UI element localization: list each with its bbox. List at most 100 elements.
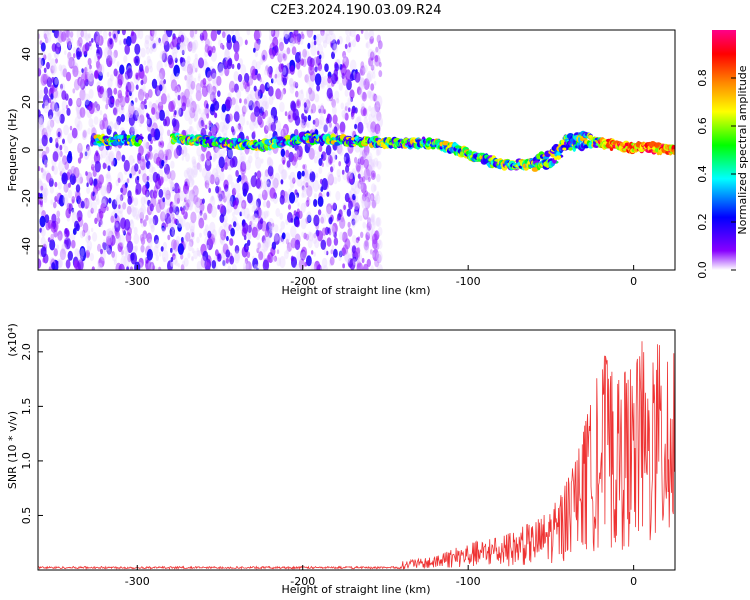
heatmap-noise-cell [185,221,190,231]
heatmap-noise-cell [295,263,301,270]
heatmap-noise-cell [165,189,171,200]
heatmap-noise-cell [167,54,173,65]
heatmap-noise-cell [40,185,44,191]
heatmap-noise-cell [98,221,102,227]
heatmap-noise-cell [292,177,296,184]
heatmap-noise-cell [344,112,349,121]
heatmap-noise-cell [187,195,192,204]
heatmap-noise-cell [224,66,230,77]
heatmap-noise-cell [149,217,156,229]
heatmap-noise-cell [363,154,367,161]
heatmap-noise-cell [73,260,78,268]
heatmap-noise-cell [84,151,88,157]
heatmap-noise-cell [51,102,59,115]
heatmap-noise-cell [75,105,79,112]
heatmap-noise-cell [369,90,375,102]
heatmap-noise-cell [341,231,348,243]
heatmap-noise-cell [296,192,300,198]
heatmap-noise-cell [180,92,185,101]
heatmap-noise-cell [68,30,74,39]
heatmap-noise-cell [245,159,251,171]
heatmap-signal-cell [276,136,284,141]
heatmap-noise-cell [151,107,156,115]
heatmap-noise-cell [186,167,193,178]
heatmap-noise-cell [68,203,73,212]
heatmap-noise-cell [132,246,138,255]
heatmap-noise-cell [256,247,260,254]
heatmap-noise-cell [191,159,197,168]
heatmap-noise-cell [308,198,312,205]
heatmap-noise-cell [123,159,130,172]
heatmap-noise-cell [243,103,249,113]
heatmap-noise-cell [117,89,123,99]
heatmap-noise-cell [192,39,199,50]
heatmap-noise-cell [44,162,48,168]
heatmap-noise-cell [147,89,153,98]
heatmap-noise-cell [330,249,334,255]
heatmap-noise-cell [151,40,158,53]
heatmap-noise-cell [88,88,94,99]
heatmap-noise-cell [154,85,161,97]
heatmap-noise-cell [126,36,132,47]
heatmap-noise-cell [144,65,149,74]
heatmap-noise-cell [252,130,256,136]
heatmap-noise-cell [362,208,367,216]
heatmap-noise-cell [300,218,307,230]
heatmap-noise-cell [250,175,257,188]
heatmap-noise-cell [296,145,303,158]
heatmap-noise-cell [374,94,379,103]
heatmap-noise-cell [91,124,96,133]
heatmap-noise-cell [86,171,93,184]
heatmap-noise-cell [111,199,118,210]
heatmap-noise-cell [150,128,156,138]
heatmap-noise-cell [62,193,69,205]
heatmap-noise-cell [290,255,294,262]
heatmap-noise-cell [47,124,50,130]
heatmap-noise-cell [168,176,173,185]
heatmap-noise-cell [151,78,158,89]
heatmap-noise-cell [367,216,372,225]
heatmap-noise-cell [108,31,112,37]
heatmap-noise-cell [273,232,279,242]
heatmap-noise-cell [139,114,145,124]
heatmap-noise-cell [376,263,383,270]
heatmap-noise-cell [172,186,175,192]
heatmap-noise-cell [116,104,120,113]
heatmap-noise-cell [158,145,163,154]
heatmap-noise-cell [164,61,168,68]
heatmap-noise-cell [301,231,305,238]
heatmap-noise-cell [281,232,286,240]
heatmap-noise-cell [161,249,169,263]
heatmap-noise-cell [68,56,75,69]
heatmap-noise-cell [267,83,270,88]
heatmap-noise-cell [243,81,248,90]
heatmap-noise-cell [43,30,49,39]
heatmap-noise-cell [163,162,167,168]
heatmap-noise-cell [210,94,213,101]
snr-y-tick-label: 1.0 [20,452,33,470]
heatmap-noise-cell [106,206,109,212]
heatmap-noise-cell [309,171,316,183]
heatmap-noise-cell [262,200,267,208]
heatmap-noise-cell [176,36,182,45]
heatmap-noise-cell [85,63,92,75]
heatmap-noise-cell [171,50,175,56]
heatmap-noise-cell [326,250,329,256]
heatmap-noise-cell [61,243,68,255]
heatmap-noise-cell [314,66,318,73]
heatmap-noise-cell [169,206,174,214]
heatmap-noise-cell [123,246,129,255]
heatmap-noise-cell [338,255,342,262]
heatmap-noise-cell [162,256,166,263]
heatmap-noise-cell [369,162,375,173]
heatmap-noise-cell [303,232,307,240]
snr-y-tick-label: 1.5 [20,398,33,416]
heatmap-noise-cell [314,73,322,86]
heatmap-noise-cell [176,84,181,93]
heatmap-noise-cell [92,191,95,197]
heatmap-noise-cell [246,213,251,221]
heatmap-noise-cell [212,126,215,131]
heatmap-noise-cell [360,30,364,34]
heatmap-noise-cell [247,233,252,240]
heatmap-noise-cell [185,232,191,242]
